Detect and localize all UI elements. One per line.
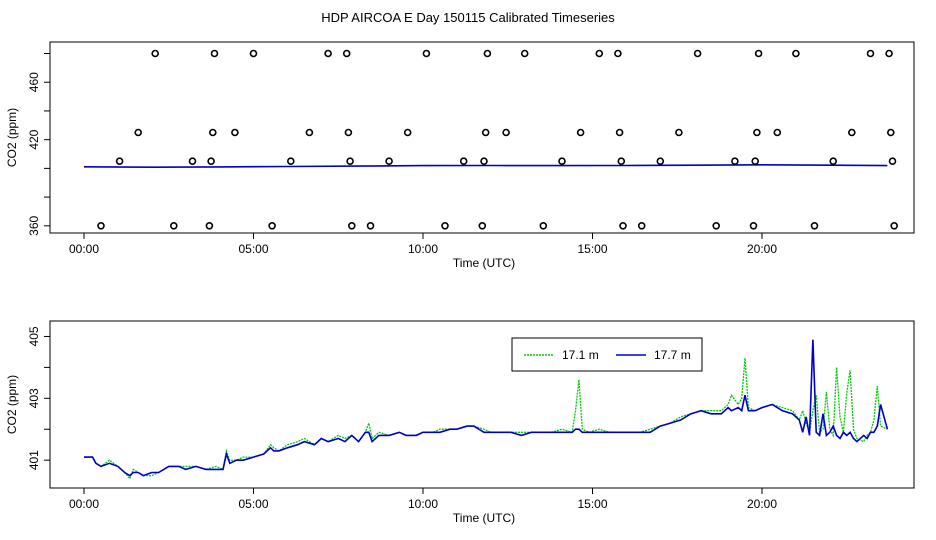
calibration-point (693, 49, 702, 58)
calibration-point (170, 222, 178, 230)
calibration-point (751, 157, 760, 165)
x-axis-label: Time (UTC) (453, 511, 515, 525)
calibration-point (656, 157, 665, 165)
x-axis-label: Time (UTC) (453, 256, 515, 270)
calibration-point (286, 157, 295, 165)
calibration-point (885, 49, 893, 58)
x-tick-label: 05:00 (238, 497, 268, 511)
calibration-point (344, 128, 353, 137)
calibration-point (324, 49, 332, 58)
top-panel-calibrated-scatter: 00:00 05:00 10:00 15:00 20:00 360 420 460 Time (… (5, 41, 915, 270)
plot-frame (49, 320, 915, 489)
calibration-point (422, 49, 431, 58)
calibration-point (231, 128, 239, 137)
calibration-point (847, 128, 856, 137)
y-tick-label: 405 (27, 326, 41, 346)
calibration-point (502, 128, 510, 137)
calibration-point (342, 49, 351, 58)
x-tick-label: 20:00 (747, 497, 777, 511)
y-tick-label: 420 (27, 129, 41, 149)
x-tick-label: 15:00 (577, 242, 607, 256)
x-tick-label: 20:00 (747, 242, 777, 256)
calibration-point (347, 222, 356, 230)
calibration-point (829, 157, 838, 165)
calibration-point (731, 157, 739, 165)
calibration-point (615, 128, 624, 137)
calibration-point (576, 128, 585, 137)
calibration-point (619, 222, 627, 230)
legend-entry: 17.7 m (654, 348, 691, 362)
calibration-point (403, 128, 412, 137)
plot-frame (49, 41, 915, 234)
calibration-point (888, 157, 897, 165)
y-tick-label: 401 (27, 450, 41, 470)
y-tick-label: 403 (27, 388, 41, 408)
calibration-point (249, 49, 258, 58)
calibration-point (366, 222, 375, 230)
calibration-point (558, 157, 566, 165)
calibration-point (483, 49, 492, 58)
calibration-point (151, 49, 159, 58)
legend-entry: 17.1 m (562, 348, 599, 362)
calibration-point (209, 128, 217, 137)
calibration-point (712, 222, 721, 230)
calibration-point (385, 157, 393, 165)
calibration-point (675, 128, 683, 137)
y-tick-label: 360 (27, 215, 41, 235)
x-tick-label: 15:00 (577, 497, 607, 511)
calibration-point (595, 49, 604, 58)
calibration-point (886, 128, 895, 137)
calibration-point (207, 157, 215, 165)
calibration-point (305, 128, 314, 137)
calibration-point (614, 49, 622, 58)
calibration-point (866, 49, 875, 58)
calibration-point (97, 222, 105, 230)
calibration-point (539, 222, 548, 230)
x-tick-label: 10:00 (408, 497, 438, 511)
calibration-point (792, 49, 800, 58)
calibration-point (617, 157, 626, 165)
calibration-point (115, 157, 124, 165)
y-axis-label: CO2 (ppm) (5, 375, 19, 434)
x-tick-label: 05:00 (238, 242, 268, 256)
calibration-point (459, 157, 468, 165)
calibration-point (188, 157, 197, 165)
x-tick-label: 00:00 (69, 497, 99, 511)
calibration-point (478, 222, 487, 230)
x-tick-label: 10:00 (408, 242, 438, 256)
legend: 17.1 m 17.7 m (511, 337, 703, 372)
calibration-point (134, 128, 142, 137)
x-tick-label: 00:00 (69, 242, 99, 256)
calibration-point (749, 222, 758, 230)
baseline-line (83, 163, 888, 169)
calibration-point (441, 222, 449, 230)
calibration-point (637, 222, 646, 230)
series-line-17-1m (84, 358, 888, 480)
calibration-point (480, 157, 488, 165)
chart-title: HDP AIRCOA E Day 150115 Calibrated Times… (321, 10, 615, 25)
calibration-point (754, 49, 763, 58)
calibration-point (210, 49, 219, 58)
calibration-point (773, 128, 782, 137)
calibration-point (481, 128, 490, 137)
y-axis-label: CO2 (ppm) (5, 108, 19, 167)
calibration-point (268, 222, 276, 230)
calibration-point (890, 222, 899, 230)
calibration-point (810, 222, 819, 230)
calibration-point (346, 157, 354, 165)
series-line-17-7m (84, 339, 889, 477)
y-tick-label: 460 (27, 72, 41, 92)
calibration-point (520, 49, 529, 58)
calibration-point (205, 222, 214, 230)
bottom-panel-timeseries: 00:00 05:00 10:00 15:00 20:00 401 403 405 Time (… (5, 320, 915, 525)
calibration-point (753, 128, 761, 137)
